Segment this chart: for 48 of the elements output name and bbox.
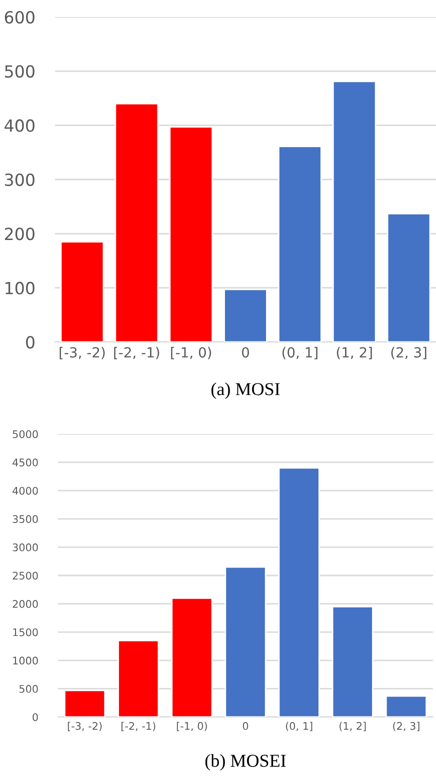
bar bbox=[60, 241, 104, 342]
x-tick-label: 0 bbox=[242, 347, 249, 358]
bar bbox=[332, 80, 376, 342]
bar bbox=[171, 597, 213, 717]
x-tick-label: [-2, -1) bbox=[114, 346, 160, 360]
bar bbox=[278, 467, 320, 717]
y-tick-label: 1500 bbox=[13, 628, 38, 636]
y-tick-label: 600 bbox=[4, 10, 34, 24]
x-tick-label: [-1, 0) bbox=[176, 722, 207, 732]
bar bbox=[64, 690, 106, 717]
y-tick-label: 0 bbox=[32, 713, 38, 722]
y-tick-label: 3000 bbox=[12, 543, 38, 552]
x-tick-label: (0, 1] bbox=[286, 722, 312, 732]
x-tick-label: [-3, -2) bbox=[60, 346, 105, 360]
x-tick-label: (1, 2] bbox=[336, 346, 372, 360]
y-tick-label: 3500 bbox=[12, 515, 38, 524]
x-tick-label: [-3, -2) bbox=[68, 722, 102, 732]
y-tick-label: 5000 bbox=[12, 430, 38, 438]
bar bbox=[224, 566, 266, 717]
y-tick-label: 4500 bbox=[12, 458, 38, 466]
bar bbox=[332, 606, 374, 717]
bar bbox=[118, 640, 160, 717]
y-tick-label: 500 bbox=[19, 684, 38, 693]
x-tick-label: (2, 3] bbox=[393, 722, 420, 732]
y-tick-label: 1000 bbox=[13, 656, 38, 665]
y-tick-label: 100 bbox=[6, 282, 34, 294]
x-tick-label: (1, 2] bbox=[340, 722, 366, 732]
x-tick-label: [-1, 0) bbox=[171, 346, 212, 360]
y-tick-label: 500 bbox=[5, 65, 34, 78]
x-tick-label: [-2, -1) bbox=[121, 722, 156, 732]
y-tick-label: 2500 bbox=[12, 572, 38, 580]
bar bbox=[224, 288, 268, 342]
y-tick-label: 400 bbox=[4, 119, 34, 132]
y-tick-label: 0 bbox=[26, 336, 34, 349]
bar bbox=[385, 695, 427, 717]
bar bbox=[169, 126, 213, 342]
x-axis-title: (b) MOSEI bbox=[205, 754, 286, 771]
bar bbox=[386, 212, 431, 342]
x-tick-label: 0 bbox=[242, 722, 248, 730]
y-tick-label: 300 bbox=[5, 173, 34, 186]
x-axis-title: (a) MOSI bbox=[211, 382, 280, 399]
y-tick-label: 2000 bbox=[12, 600, 38, 608]
y-tick-label: 4000 bbox=[12, 486, 38, 495]
y-tick-label: 200 bbox=[4, 228, 34, 240]
bar bbox=[114, 102, 159, 342]
x-tick-label: (0, 1] bbox=[282, 346, 318, 360]
bar bbox=[278, 146, 322, 342]
x-tick-label: (2, 3] bbox=[391, 346, 426, 360]
